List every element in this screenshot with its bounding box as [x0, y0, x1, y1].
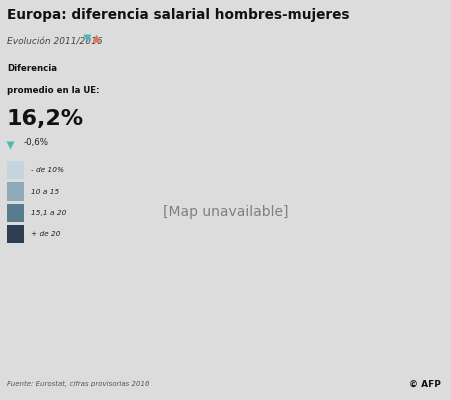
Text: -0,6%: -0,6%: [23, 138, 48, 147]
FancyBboxPatch shape: [7, 161, 24, 179]
Text: Fuente: Eurostat, cifras provisorias 2016: Fuente: Eurostat, cifras provisorias 201…: [7, 381, 149, 388]
FancyBboxPatch shape: [7, 225, 24, 243]
Text: Diferencia: Diferencia: [7, 64, 57, 74]
Text: © AFP: © AFP: [408, 380, 440, 389]
FancyBboxPatch shape: [7, 204, 24, 222]
Text: + de 20: + de 20: [31, 231, 60, 237]
Text: 10 a 15: 10 a 15: [31, 188, 59, 194]
Text: Evolución 2011/2016: Evolución 2011/2016: [7, 38, 102, 47]
FancyBboxPatch shape: [7, 182, 24, 200]
Text: Europa: diferencia salarial hombres-mujeres: Europa: diferencia salarial hombres-muje…: [7, 8, 349, 22]
Text: - de 10%: - de 10%: [31, 167, 64, 173]
Text: [Map unavailable]: [Map unavailable]: [163, 205, 288, 219]
Text: 16,2%: 16,2%: [7, 109, 84, 129]
Text: promedio en la UE:: promedio en la UE:: [7, 86, 99, 95]
Text: 15,1 a 20: 15,1 a 20: [31, 210, 66, 216]
